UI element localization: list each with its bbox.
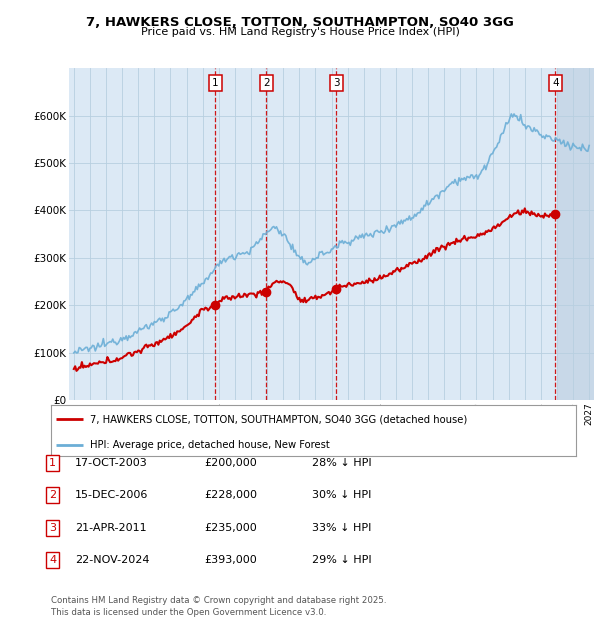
- Text: Contains HM Land Registry data © Crown copyright and database right 2025.
This d: Contains HM Land Registry data © Crown c…: [51, 596, 386, 617]
- Text: 2: 2: [263, 78, 270, 88]
- Text: 21-APR-2011: 21-APR-2011: [75, 523, 146, 533]
- Text: 22-NOV-2024: 22-NOV-2024: [75, 555, 149, 565]
- Text: 4: 4: [49, 555, 56, 565]
- Text: 30% ↓ HPI: 30% ↓ HPI: [312, 490, 371, 500]
- Text: 1: 1: [212, 78, 219, 88]
- Text: 17-OCT-2003: 17-OCT-2003: [75, 458, 148, 468]
- Text: 7, HAWKERS CLOSE, TOTTON, SOUTHAMPTON, SO40 3GG: 7, HAWKERS CLOSE, TOTTON, SOUTHAMPTON, S…: [86, 16, 514, 29]
- Text: 4: 4: [552, 78, 559, 88]
- Bar: [557, 68, 594, 400]
- Text: 15-DEC-2006: 15-DEC-2006: [75, 490, 148, 500]
- Text: 29% ↓ HPI: 29% ↓ HPI: [312, 555, 371, 565]
- Text: £228,000: £228,000: [204, 490, 257, 500]
- Text: 3: 3: [333, 78, 340, 88]
- Text: 7, HAWKERS CLOSE, TOTTON, SOUTHAMPTON, SO40 3GG (detached house): 7, HAWKERS CLOSE, TOTTON, SOUTHAMPTON, S…: [91, 414, 467, 424]
- Text: £200,000: £200,000: [204, 458, 257, 468]
- Text: HPI: Average price, detached house, New Forest: HPI: Average price, detached house, New …: [91, 440, 330, 450]
- Bar: [557, 68, 594, 400]
- Text: 1: 1: [49, 458, 56, 468]
- Text: 3: 3: [49, 523, 56, 533]
- Text: 33% ↓ HPI: 33% ↓ HPI: [312, 523, 371, 533]
- Text: £393,000: £393,000: [204, 555, 257, 565]
- Text: Price paid vs. HM Land Registry's House Price Index (HPI): Price paid vs. HM Land Registry's House …: [140, 27, 460, 37]
- Text: £235,000: £235,000: [204, 523, 257, 533]
- Text: 2: 2: [49, 490, 56, 500]
- Text: 28% ↓ HPI: 28% ↓ HPI: [312, 458, 371, 468]
